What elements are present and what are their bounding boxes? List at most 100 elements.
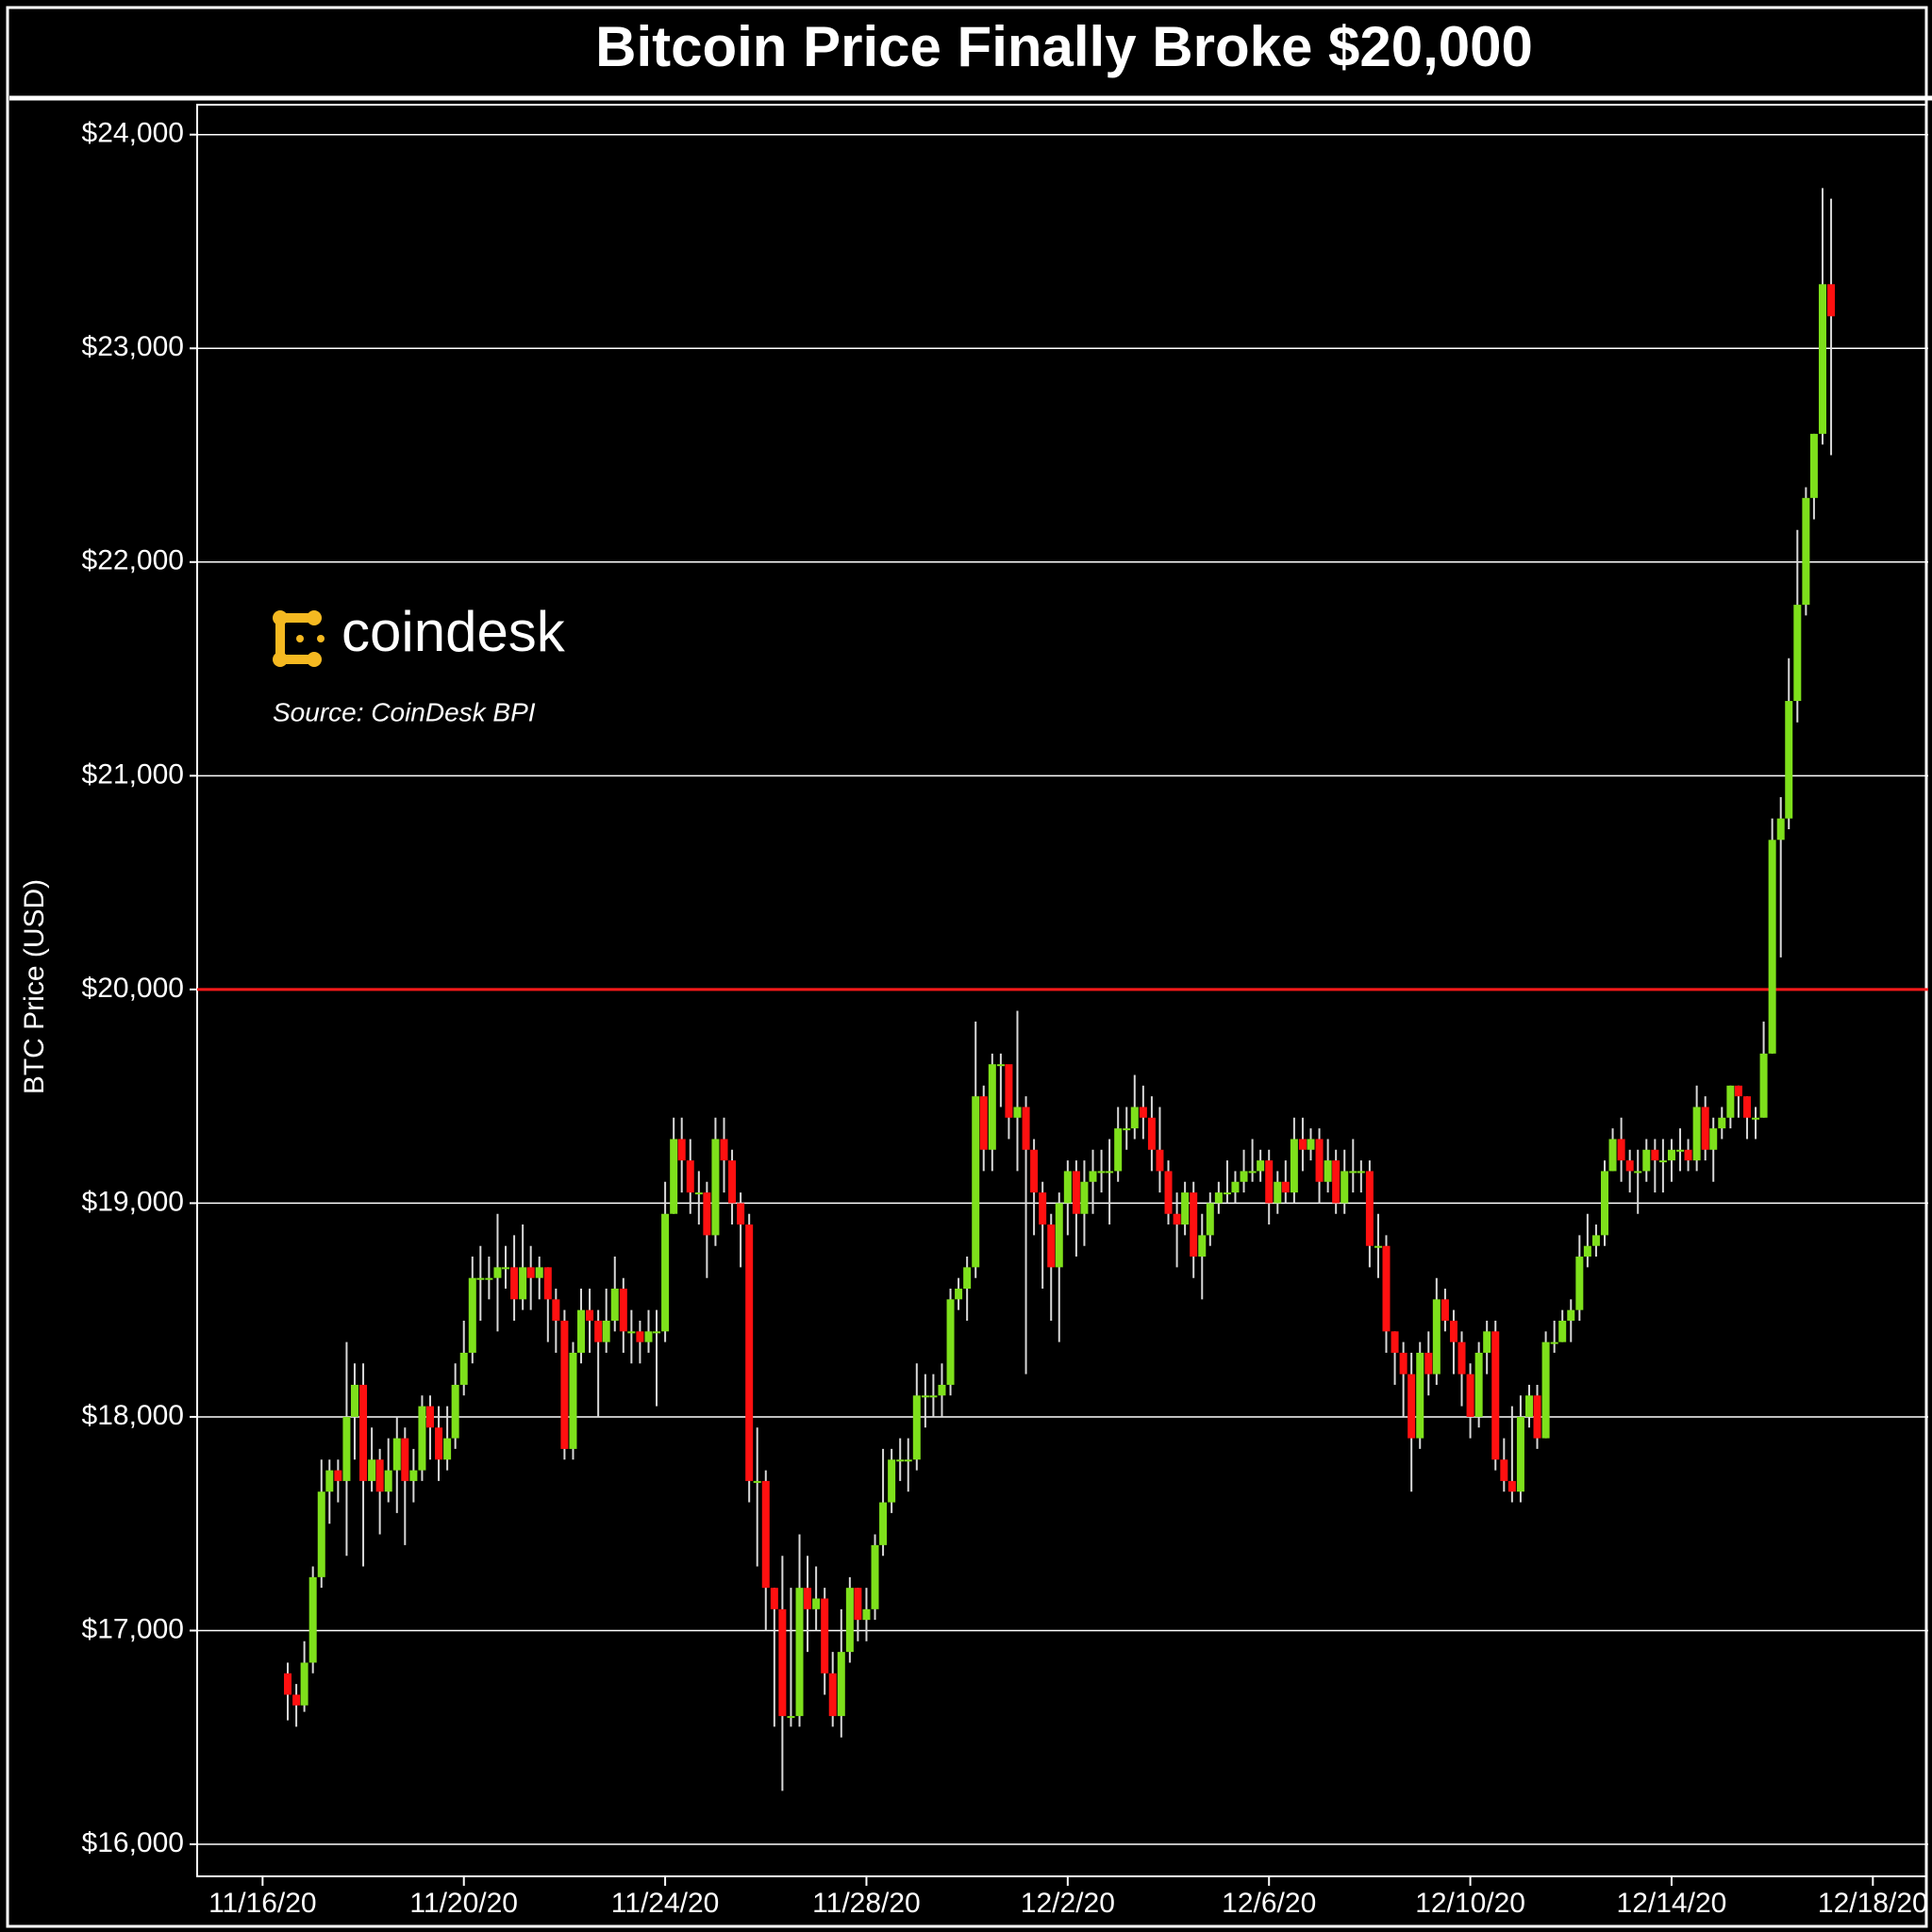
candle-body bbox=[560, 1321, 569, 1449]
candle-body bbox=[476, 1277, 485, 1280]
candle-body bbox=[610, 1289, 619, 1322]
candle-body bbox=[1802, 497, 1810, 606]
page-frame bbox=[6, 6, 1928, 1928]
candle-body bbox=[1567, 1309, 1575, 1322]
candle-body bbox=[1625, 1160, 1634, 1172]
candle-body bbox=[955, 1289, 963, 1300]
candle-body bbox=[1558, 1321, 1567, 1342]
candle-body bbox=[1752, 1117, 1760, 1120]
x-tick-label: 11/20/20 bbox=[409, 1888, 518, 1919]
candle-body bbox=[1114, 1128, 1123, 1172]
candle-body bbox=[837, 1652, 845, 1717]
candle-body bbox=[1324, 1160, 1332, 1182]
candle-body bbox=[1550, 1341, 1558, 1344]
candle-body bbox=[921, 1395, 929, 1398]
candle-body bbox=[375, 1459, 384, 1492]
candle-body bbox=[368, 1459, 376, 1481]
candle-body bbox=[745, 1224, 754, 1481]
candle-body bbox=[451, 1384, 459, 1439]
candle-body bbox=[1391, 1331, 1399, 1353]
candle-body bbox=[1533, 1395, 1541, 1439]
candle-body bbox=[510, 1267, 519, 1300]
x-tick-label: 11/16/20 bbox=[208, 1888, 317, 1919]
candle-body bbox=[493, 1267, 502, 1278]
candle-body bbox=[1281, 1181, 1290, 1193]
logo-dot bbox=[296, 635, 304, 642]
candle-body bbox=[938, 1384, 946, 1396]
candle-body bbox=[1583, 1245, 1591, 1257]
logo-bar bbox=[275, 613, 285, 664]
candle-body bbox=[828, 1673, 837, 1717]
candle-body bbox=[996, 1064, 1005, 1067]
candle-body bbox=[720, 1139, 728, 1161]
candle-body bbox=[854, 1588, 862, 1621]
candle-body bbox=[1341, 1171, 1349, 1204]
candle-body bbox=[686, 1160, 694, 1193]
x-tick-label: 12/18/20 bbox=[1818, 1888, 1928, 1919]
candle-body bbox=[1156, 1149, 1164, 1172]
y-tick-label: $23,000 bbox=[82, 331, 184, 362]
candle-body bbox=[1005, 1064, 1013, 1118]
candle-body bbox=[1164, 1171, 1173, 1214]
candle-body bbox=[334, 1470, 342, 1481]
candle-body bbox=[1516, 1416, 1524, 1492]
candle-body bbox=[988, 1064, 996, 1150]
candle-body bbox=[1097, 1171, 1106, 1174]
candle-body bbox=[1726, 1085, 1735, 1118]
candle-body bbox=[1441, 1299, 1449, 1322]
candle-body bbox=[1768, 840, 1776, 1054]
candle-body bbox=[543, 1267, 552, 1300]
candle-body bbox=[1793, 605, 1802, 702]
candle-body bbox=[418, 1406, 426, 1471]
candle-body bbox=[661, 1213, 670, 1332]
candle-body bbox=[862, 1608, 871, 1621]
candle-body bbox=[1827, 284, 1836, 317]
candle-body bbox=[812, 1598, 821, 1609]
candle-body bbox=[1407, 1374, 1416, 1439]
x-tick-label: 12/2/20 bbox=[1021, 1888, 1115, 1919]
candle-body bbox=[644, 1331, 653, 1342]
candle-body bbox=[284, 1673, 292, 1695]
candle-body bbox=[1349, 1171, 1357, 1174]
candle-body bbox=[1785, 701, 1793, 819]
candle-body bbox=[1223, 1192, 1231, 1195]
y-tick-label: $17,000 bbox=[82, 1613, 184, 1644]
candle-body bbox=[1123, 1128, 1131, 1131]
candle-body bbox=[694, 1192, 703, 1195]
logo-dot bbox=[273, 610, 288, 625]
logo-text: coindesk bbox=[341, 600, 566, 663]
candle-body bbox=[1500, 1459, 1508, 1481]
candle-body bbox=[425, 1406, 434, 1428]
candle-body bbox=[535, 1267, 543, 1278]
candle-body bbox=[1491, 1331, 1500, 1460]
candle-body bbox=[1357, 1171, 1365, 1174]
candle-body bbox=[1130, 1107, 1139, 1129]
candle-body bbox=[619, 1289, 627, 1332]
candle-body bbox=[350, 1384, 358, 1417]
candle-body bbox=[753, 1480, 761, 1483]
candle-body bbox=[1198, 1235, 1207, 1257]
candle-body bbox=[1608, 1139, 1617, 1172]
candle-body bbox=[804, 1588, 812, 1609]
candle-body bbox=[1809, 433, 1818, 498]
candle-body bbox=[1106, 1171, 1114, 1174]
candle-body bbox=[1022, 1107, 1030, 1150]
candle-body bbox=[594, 1321, 603, 1342]
logo-dot bbox=[307, 652, 322, 667]
candle-body bbox=[737, 1203, 745, 1225]
candle-body bbox=[1274, 1181, 1282, 1204]
logo-dot bbox=[307, 610, 322, 625]
candle-body bbox=[1139, 1107, 1147, 1118]
candle-body bbox=[1181, 1192, 1190, 1225]
candle-body bbox=[1298, 1139, 1307, 1150]
candle-body bbox=[1257, 1160, 1265, 1172]
candle-body bbox=[308, 1576, 317, 1663]
y-tick-label: $20,000 bbox=[82, 973, 184, 1004]
candle-body bbox=[384, 1470, 392, 1492]
candle-body bbox=[1013, 1107, 1022, 1118]
candle-body bbox=[1424, 1352, 1433, 1374]
candle-body bbox=[1089, 1171, 1097, 1182]
candle-body bbox=[929, 1395, 938, 1398]
candle-body bbox=[1651, 1149, 1659, 1161]
